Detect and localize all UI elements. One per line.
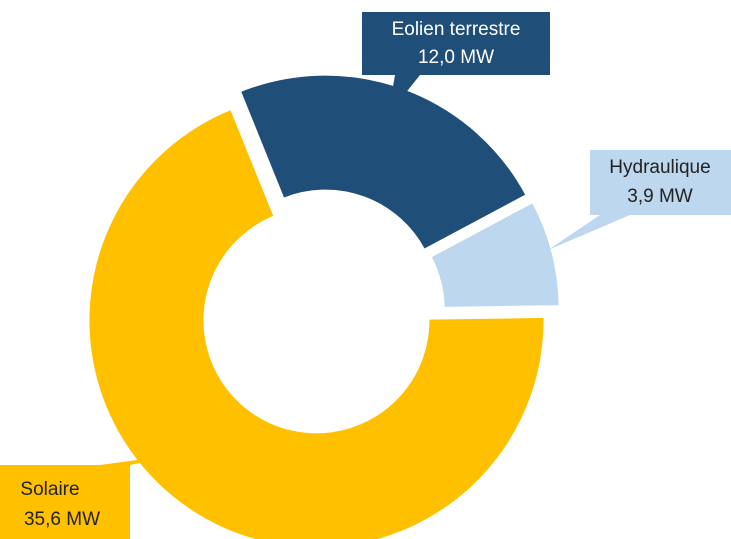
value-label: 12,0 MW — [418, 47, 494, 68]
value-label: 3,9 MW — [627, 186, 693, 207]
slice-label: Hydraulique — [609, 157, 710, 178]
slice-label: Eolien terrestre — [392, 19, 521, 40]
leader — [548, 215, 630, 250]
label-box — [362, 12, 550, 75]
leader — [100, 455, 175, 465]
label-box — [590, 150, 731, 215]
leader — [388, 75, 420, 115]
label-box — [0, 465, 130, 539]
slice — [87, 107, 546, 539]
value-label: 35,6 MW — [24, 509, 100, 530]
slices — [87, 73, 561, 539]
slice-label: Solaire — [20, 479, 79, 500]
slice — [429, 200, 561, 309]
slice — [238, 73, 528, 252]
